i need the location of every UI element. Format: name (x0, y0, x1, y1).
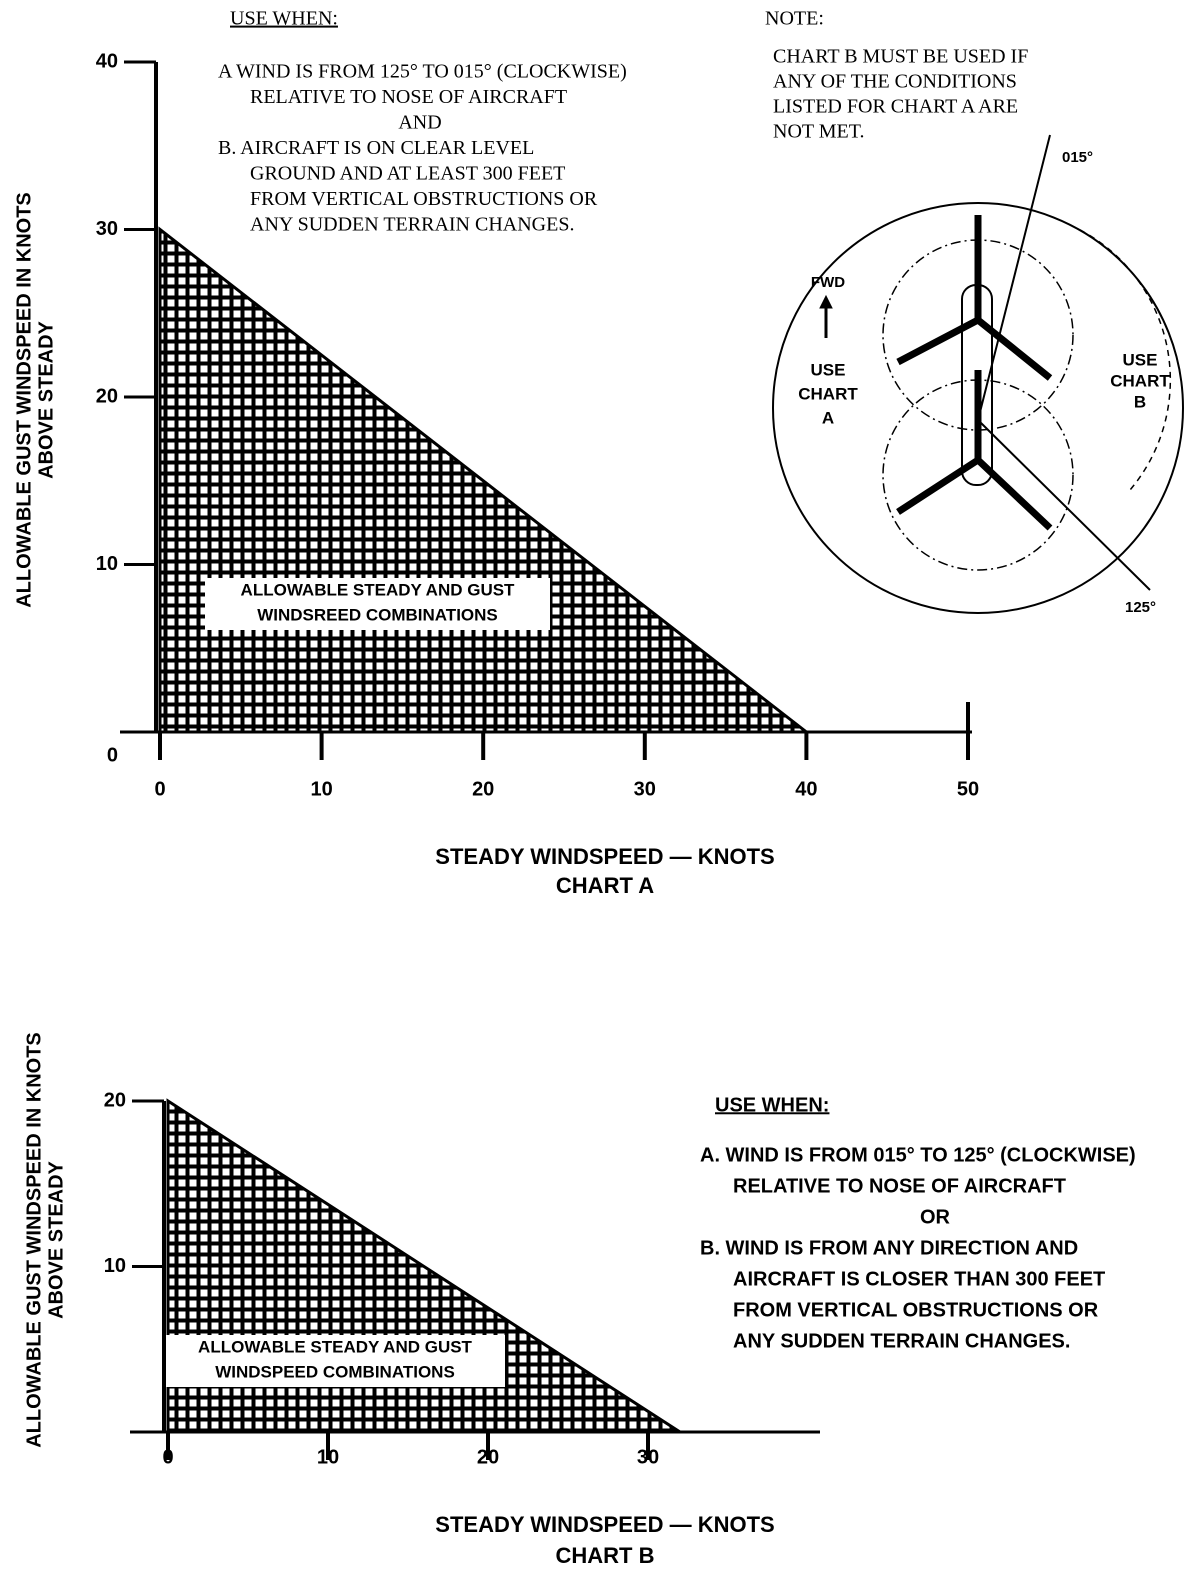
chart-title: CHART B (556, 1543, 655, 1568)
y-axis-title: ALLOWABLE GUST WINDSPEED IN KNOTS ABOVE S… (23, 1032, 67, 1448)
annotation-line: A WIND IS FROM 125° TO 015° (CLOCKWISE) (218, 61, 627, 83)
x-tick-label: 10 (317, 1446, 339, 1468)
y-axis-title-line: ALLOWABLE GUST WINDSPEED IN KNOTS (13, 192, 35, 608)
annotation-line: RELATIVE TO NOSE OF AIRCRAFT (250, 86, 567, 108)
annotation-line: A (822, 408, 834, 427)
annotation-line: ANY SUDDEN TERRAIN CHANGES. (250, 214, 574, 236)
annotation-line: B (1134, 392, 1146, 411)
use-when-heading: USE WHEN: (715, 1094, 829, 1116)
annotation-line: ANY SUDDEN TERRAIN CHANGES. (733, 1330, 1070, 1352)
annotation-line: ANY OF THE CONDITIONS (773, 71, 1017, 93)
y-axis-title-line: ALLOWABLE GUST WINDSPEED IN KNOTS (23, 1032, 45, 1448)
y-tick-label: 10 (96, 553, 118, 575)
y-axis-title-line: ABOVE STEADY (45, 1160, 67, 1318)
annotation-line: USE (811, 360, 846, 379)
y-tick-label: 30 (96, 218, 118, 240)
annotation-line: AND (398, 112, 441, 134)
annotation-line: ALLOWABLE STEADY AND GUST (241, 580, 516, 599)
y-tick-label: 20 (104, 1089, 126, 1111)
annotation-line: NOT MET. (773, 121, 864, 143)
use-when-heading: USE WHEN: (230, 8, 338, 30)
allowable-area (158, 226, 811, 734)
annotation-line: FROM VERTICAL OBSTRUCTIONS OR (250, 188, 598, 210)
region-label-box (205, 578, 550, 630)
annotation-line: CHART (1110, 371, 1170, 390)
x-axis-title: STEADY WINDSPEED — KNOTS (435, 844, 774, 869)
annotation-line: ALLOWABLE STEADY AND GUST (198, 1337, 473, 1356)
forward-label: FWD (811, 274, 845, 291)
x-tick-label: 20 (477, 1446, 499, 1468)
x-tick-label: 0 (154, 778, 165, 800)
annotation-line: GROUND AND AT LEAST 300 FEET (250, 163, 565, 185)
x-tick-label: 30 (634, 778, 656, 800)
annotation-line: FROM VERTICAL OBSTRUCTIONS OR (733, 1299, 1099, 1321)
x-tick-label: 10 (310, 778, 332, 800)
annotation-line: USE (1123, 350, 1158, 369)
x-axis-title: STEADY WINDSPEED — KNOTS (435, 1512, 774, 1537)
angle-label: 015° (1062, 149, 1093, 166)
y-axis-title-line: ABOVE STEADY (35, 320, 57, 478)
annotation-line: CHART B MUST BE USED IF (773, 46, 1028, 68)
y-tick-label: 10 (104, 1255, 126, 1277)
annotation-line: A. WIND IS FROM 015° TO 125° (CLOCKWISE) (700, 1144, 1136, 1166)
angle-label: 125° (1125, 599, 1156, 616)
y-tick-label: 20 (96, 385, 118, 407)
annotation-line: WINDSREED COMBINATIONS (257, 605, 498, 624)
wind-diagram (772, 134, 1184, 614)
annotation-line: CHART (798, 384, 858, 403)
chart-title: CHART A (556, 873, 654, 898)
y-tick-label: 40 (96, 50, 118, 72)
x-tick-label: 40 (795, 778, 817, 800)
annotation-line: WINDSPEED COMBINATIONS (215, 1362, 455, 1381)
x-tick-label: 50 (957, 778, 979, 800)
annotation-line: B. AIRCRAFT IS ON CLEAR LEVEL (218, 137, 534, 159)
x-tick-label: 30 (637, 1446, 659, 1468)
annotation-line: RELATIVE TO NOSE OF AIRCRAFT (733, 1175, 1066, 1197)
region-label-box (165, 1335, 505, 1387)
annotation-line: OR (920, 1206, 951, 1228)
x-tick-label: 0 (162, 1446, 173, 1468)
annotation-line: LISTED FOR CHART A ARE (773, 96, 1018, 118)
y-tick-label: 0 (107, 744, 118, 766)
annotation-line: AIRCRAFT IS CLOSER THAN 300 FEET (733, 1268, 1105, 1290)
note-heading: NOTE: (765, 8, 824, 30)
x-tick-label: 20 (472, 778, 494, 800)
y-axis-title: ALLOWABLE GUST WINDSPEED IN KNOTS ABOVE S… (13, 192, 57, 608)
annotation-line: B. WIND IS FROM ANY DIRECTION AND (700, 1237, 1078, 1259)
